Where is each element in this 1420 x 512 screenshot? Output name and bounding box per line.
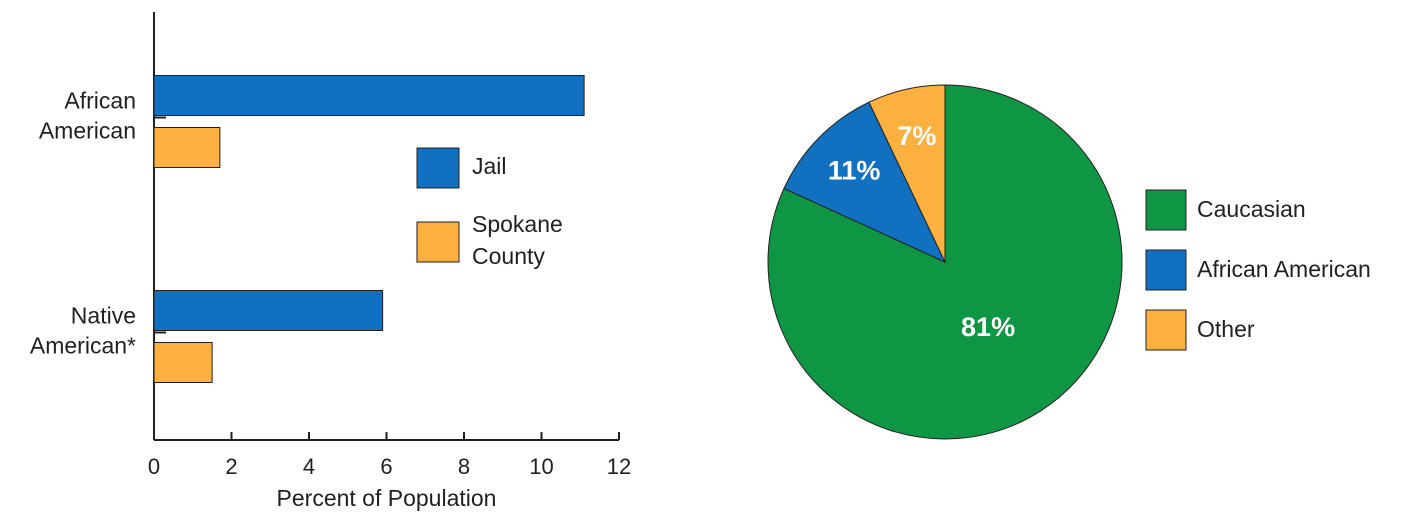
y-tick-label: Native American* xyxy=(30,303,136,359)
x-tick-label: 12 xyxy=(607,454,631,479)
bar xyxy=(153,127,221,168)
legend-label: Other xyxy=(1197,316,1255,342)
y-tick-label: African American xyxy=(39,88,136,144)
x-tick-label: 6 xyxy=(380,454,392,479)
legend-swatch xyxy=(1145,309,1187,351)
slice-label: 7% xyxy=(897,121,936,151)
x-tick-label: 8 xyxy=(458,454,470,479)
slice-label: 81% xyxy=(961,312,1015,342)
legend-swatch xyxy=(416,147,460,189)
pie-slice xyxy=(783,101,947,264)
x-tick-label: 4 xyxy=(303,454,315,479)
pie-slice xyxy=(868,84,946,263)
bar xyxy=(153,342,213,383)
x-axis-label: Percent of Population xyxy=(277,485,497,511)
legend-swatch xyxy=(1145,189,1187,231)
slice-label: 11% xyxy=(828,156,881,186)
x-tick-label: 2 xyxy=(225,454,237,479)
pie-slice xyxy=(767,84,1123,440)
legend-label: Jail xyxy=(472,153,507,179)
bar xyxy=(153,290,384,331)
legend-label: Spokane County xyxy=(472,211,563,269)
legend-swatch xyxy=(1145,249,1187,291)
x-tick-label: 0 xyxy=(148,454,160,479)
legend-label: African American xyxy=(1197,256,1371,282)
legend-label: Caucasian xyxy=(1197,196,1306,222)
x-tick-label: 10 xyxy=(529,454,553,479)
legend-swatch xyxy=(416,221,460,263)
bar xyxy=(153,75,585,116)
